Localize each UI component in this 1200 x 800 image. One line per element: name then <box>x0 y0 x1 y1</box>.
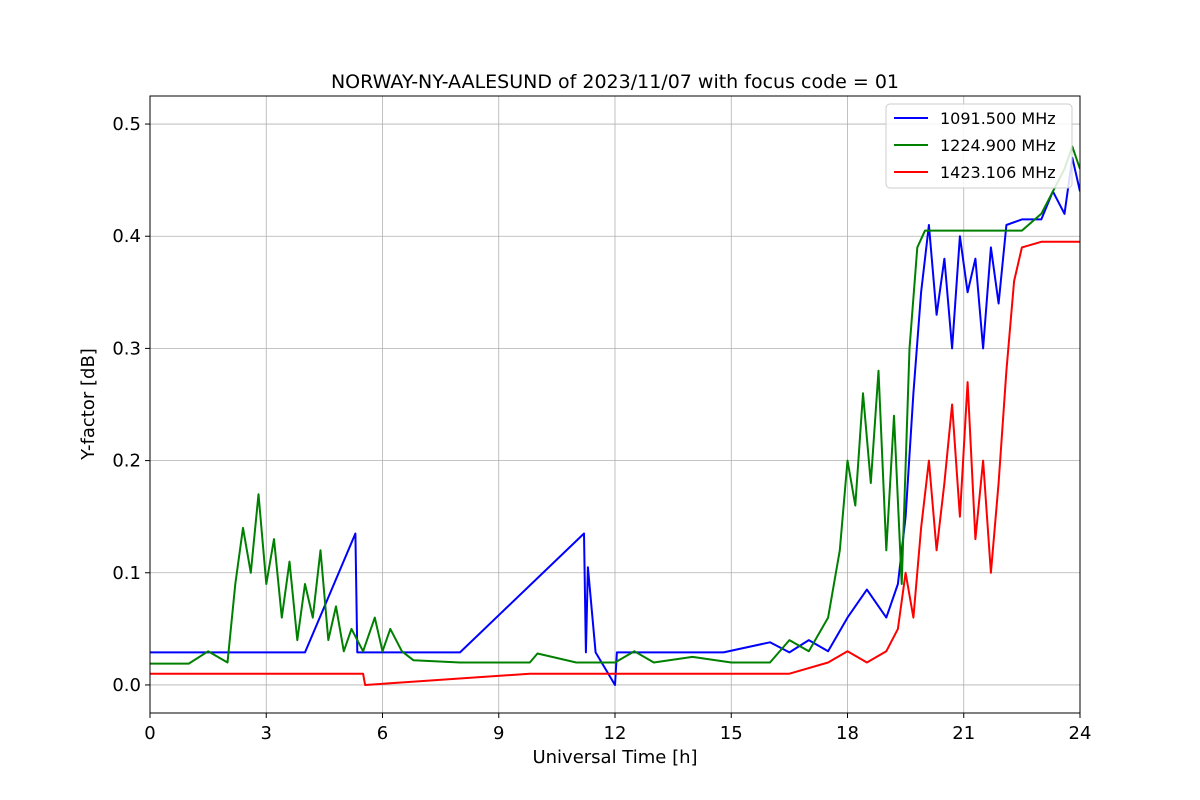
grid <box>149 96 1081 713</box>
x-tick-label: 21 <box>952 723 975 744</box>
x-tick-label: 12 <box>604 723 627 744</box>
y-tick-label: 0.1 <box>112 563 141 584</box>
plot-area: 0 3 6 9 12 15 18 21 24 0.0 0.1 0.2 0.3 0.4 0.5 <box>112 95 1091 744</box>
x-tick-label: 18 <box>836 723 859 744</box>
series-line-1423 <box>150 240 1080 686</box>
legend-box <box>885 103 1073 189</box>
x-tick-label: 0 <box>144 723 155 744</box>
y-tick-label: 0.0 <box>112 675 141 696</box>
y-tick-label: 0.2 <box>112 451 141 472</box>
x-tick-label: 9 <box>493 723 504 744</box>
series-line-1091 <box>150 156 1080 686</box>
series-layer <box>150 145 1080 686</box>
legend-label-1091: 1091.500 MHz <box>940 109 1056 128</box>
chart-title: NORWAY-NY-AALESUND of 2023/11/07 with fo… <box>331 71 899 93</box>
legend-label-1224: 1224.900 MHz <box>940 136 1056 155</box>
y-axis: 0.0 0.1 0.2 0.3 0.4 0.5 <box>112 114 150 696</box>
x-axis: 0 3 6 9 12 15 18 21 24 <box>144 713 1091 744</box>
legend: 1091.500 MHz 1224.900 MHz 1423.106 MHz <box>885 103 1073 189</box>
y-tick-label: 0.4 <box>112 226 141 247</box>
y-tick-label: 0.5 <box>112 114 141 135</box>
x-tick-label: 15 <box>720 723 743 744</box>
legend-label-1423: 1423.106 MHz <box>940 163 1056 182</box>
x-tick-label: 3 <box>261 723 272 744</box>
y-tick-label: 0.3 <box>112 338 141 359</box>
x-tick-label: 24 <box>1069 723 1092 744</box>
y-axis-label: Y-factor [dB] <box>78 348 99 461</box>
x-axis-label: Universal Time [h] <box>532 747 697 768</box>
x-tick-label: 6 <box>377 723 388 744</box>
series-line-1224 <box>150 145 1080 665</box>
